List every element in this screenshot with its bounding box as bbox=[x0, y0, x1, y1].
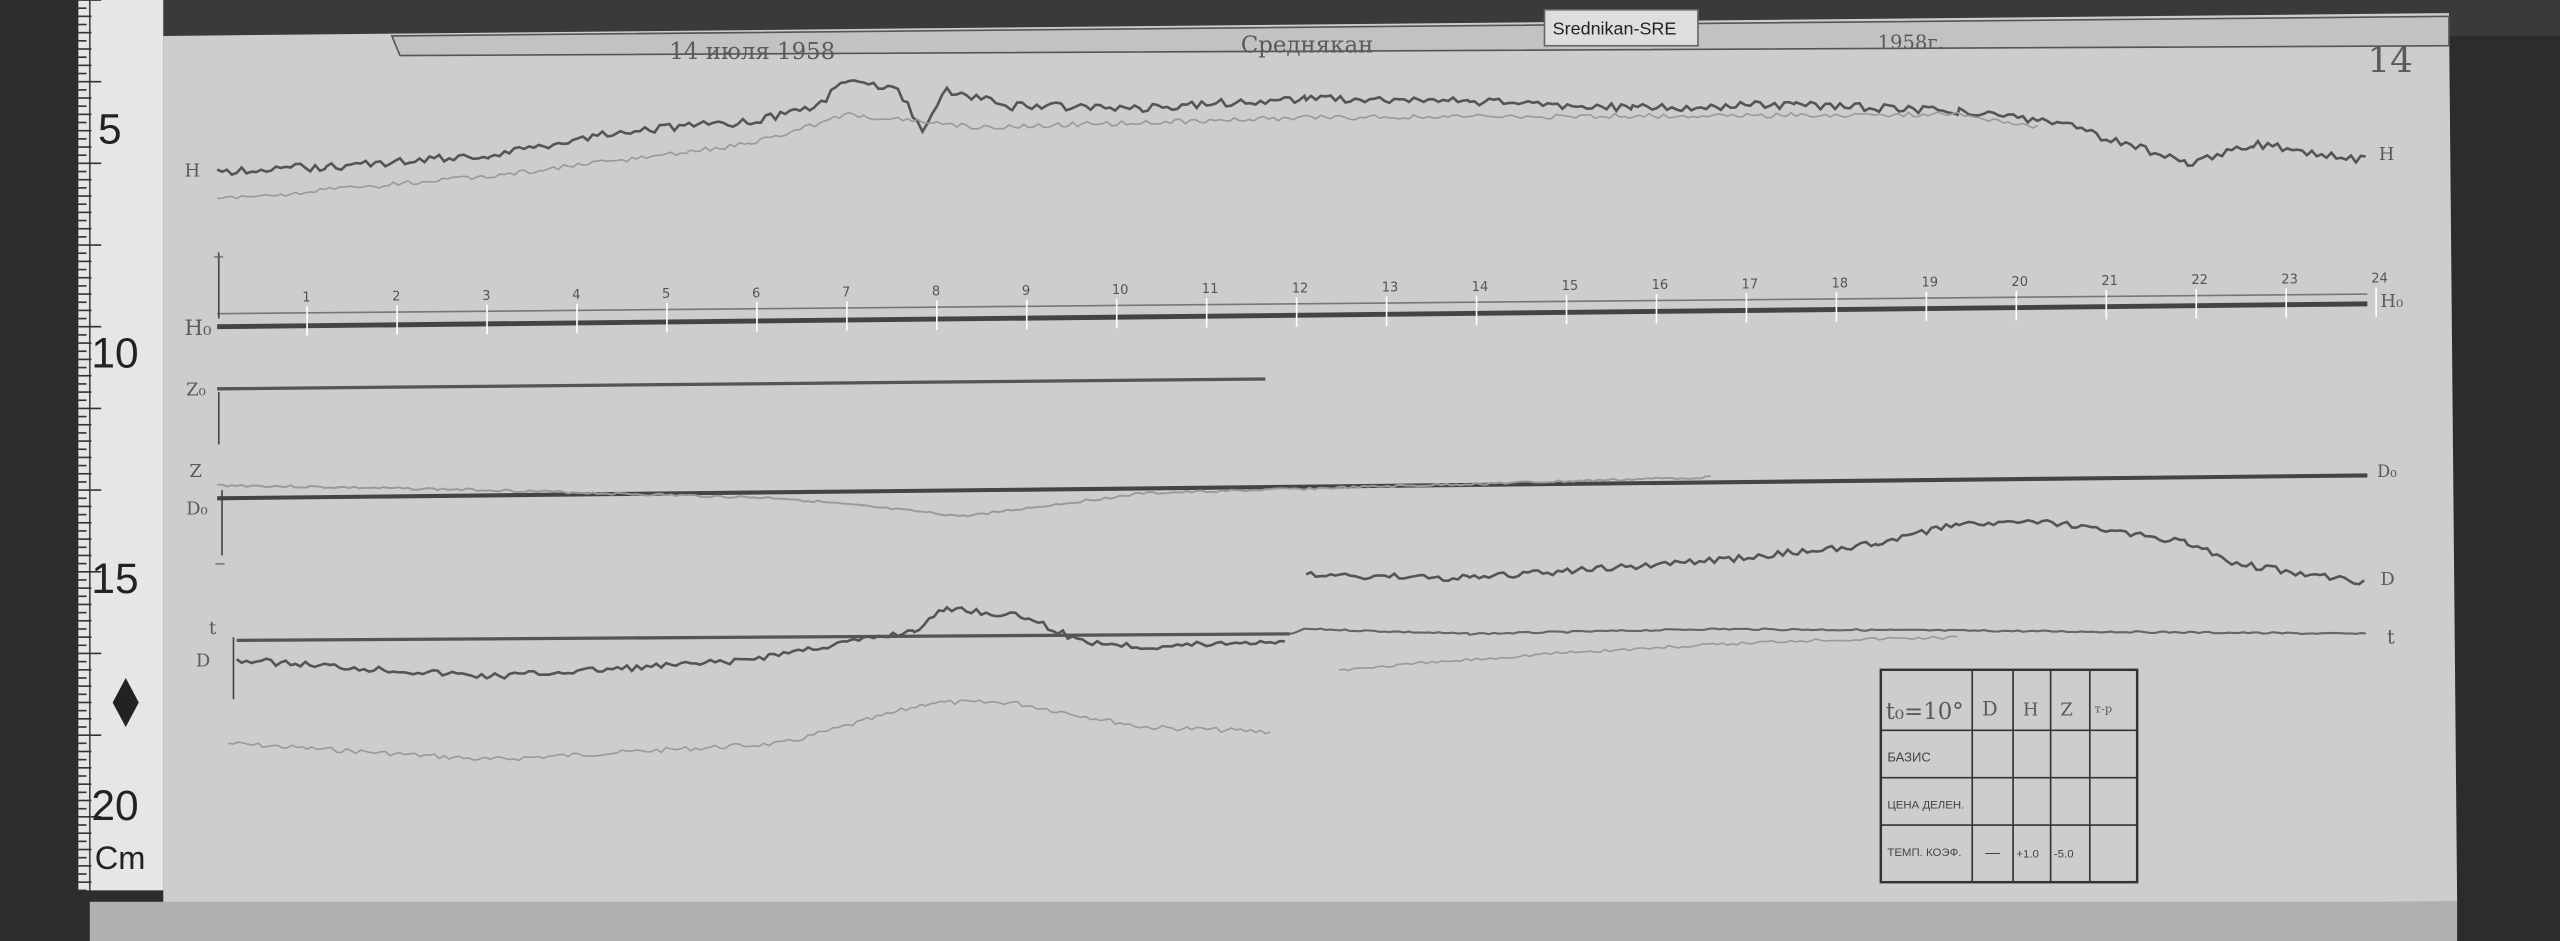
label-t-right: t bbox=[2387, 626, 2395, 649]
diamond-icon bbox=[112, 677, 139, 727]
d-trace-left bbox=[235, 605, 1285, 680]
ruler-mark-10: 10 bbox=[91, 330, 138, 377]
hour-label: 6 bbox=[752, 286, 760, 301]
h-faint-trace bbox=[217, 111, 2038, 200]
label-z0-left: Z₀ bbox=[186, 379, 206, 400]
hour-label: 17 bbox=[1742, 277, 1759, 292]
label-z-top: Z bbox=[189, 461, 201, 482]
label-h0-right: H₀ bbox=[2380, 291, 2403, 312]
ruler-mark-15: 15 bbox=[91, 555, 138, 602]
hour-label: 4 bbox=[572, 288, 580, 303]
hour-line bbox=[217, 293, 2368, 315]
table-header-d: D bbox=[1982, 698, 1998, 721]
paper-bottom-strip bbox=[89, 901, 2458, 941]
z-faint-trace bbox=[217, 475, 1712, 518]
hour-label: 11 bbox=[1202, 282, 1219, 297]
label-h0-left: H₀ bbox=[184, 316, 211, 341]
d-faint-trace bbox=[228, 699, 1271, 762]
header-date: 14 июля 1958 bbox=[669, 39, 835, 65]
table-row-basis: БАЗИС bbox=[1887, 749, 1931, 764]
label-plus: + bbox=[212, 248, 224, 265]
table-cell-h-temp: +1.0 bbox=[2016, 849, 2039, 861]
table-row-tempcoef: ТЕМП. КОЭФ. bbox=[1887, 847, 1961, 859]
d0-baseline bbox=[217, 473, 2368, 501]
h0-baseline bbox=[217, 301, 2368, 330]
hour-label: 22 bbox=[2191, 273, 2208, 288]
ruler bbox=[78, 0, 164, 891]
ruler-unit: Cm bbox=[95, 839, 146, 876]
table-header-t0: t₀=10° bbox=[1886, 699, 1964, 725]
table-cell-z-temp: -5.0 bbox=[2054, 849, 2074, 861]
header-station: Среднякан bbox=[1241, 32, 1374, 58]
calibration-table: t₀=10° D H Z т-р БАЗИС ЦЕНА ДЕЛЕН. ТЕМП.… bbox=[1879, 668, 2139, 884]
label-d0-left: D₀ bbox=[186, 499, 208, 520]
hour-label: 9 bbox=[1022, 284, 1030, 299]
hour-label: 3 bbox=[482, 289, 490, 304]
z0-baseline bbox=[217, 377, 1266, 391]
hour-label: 16 bbox=[1652, 278, 1669, 293]
header-year: 1958г. bbox=[1878, 31, 1944, 54]
hour-label: 13 bbox=[1382, 281, 1399, 296]
t-faint-trace bbox=[1338, 635, 1958, 672]
table-header-tr: т-р bbox=[2095, 701, 2112, 715]
hour-label: 14 bbox=[1472, 280, 1489, 295]
label-d-left: D bbox=[196, 651, 210, 672]
ruler-mark-5: 5 bbox=[98, 106, 122, 153]
traces bbox=[216, 79, 2366, 762]
hour-ticks: 1 2 3 4 5 6 7 8 9 10 11 12 13 14 15 16 17 18 19 20 21 22 23 24 bbox=[302, 272, 2388, 336]
station-tag bbox=[1543, 8, 1699, 47]
table-header-z: Z bbox=[2060, 700, 2072, 721]
label-h-left: H bbox=[184, 160, 200, 181]
label-h-right: H bbox=[2379, 144, 2395, 165]
hour-label: 8 bbox=[932, 285, 940, 300]
ruler-ticks bbox=[78, 0, 102, 892]
hour-label: 10 bbox=[1112, 283, 1129, 298]
h-trace bbox=[216, 79, 2366, 177]
ruler-mark-20: 20 bbox=[91, 782, 138, 829]
table-cell-d-temp: — bbox=[1985, 846, 2000, 862]
sheet-number: 14 bbox=[2367, 40, 2413, 81]
paper-sheet bbox=[163, 13, 2458, 909]
label-d0-right: D₀ bbox=[2377, 462, 2397, 481]
hour-label: 5 bbox=[662, 287, 670, 302]
hour-label: 24 bbox=[2371, 272, 2388, 287]
d-trace-right bbox=[1305, 518, 2365, 586]
table-row-price: ЦЕНА ДЕЛЕН. bbox=[1887, 800, 1964, 812]
hour-label: 21 bbox=[2101, 274, 2118, 289]
label-d-right: D bbox=[2380, 569, 2394, 590]
hour-label: 2 bbox=[392, 290, 400, 305]
hour-label: 7 bbox=[842, 286, 850, 301]
t-baseline bbox=[236, 632, 1290, 643]
hour-label: 23 bbox=[2281, 272, 2298, 287]
hour-label: 1 bbox=[302, 290, 310, 305]
label-t-left: t bbox=[209, 618, 217, 639]
station-tag-text: Srednikan-SRE bbox=[1553, 18, 1677, 38]
label-minus: − bbox=[214, 556, 226, 573]
hour-label: 12 bbox=[1292, 281, 1309, 296]
hour-label: 18 bbox=[1832, 277, 1849, 292]
header-strip bbox=[390, 15, 2450, 57]
table-header-h: H bbox=[2023, 700, 2039, 721]
t-trace-right bbox=[1289, 627, 2366, 636]
hour-label: 19 bbox=[1921, 276, 1938, 291]
hour-label: 15 bbox=[1562, 279, 1579, 294]
hour-label: 20 bbox=[2011, 275, 2028, 290]
